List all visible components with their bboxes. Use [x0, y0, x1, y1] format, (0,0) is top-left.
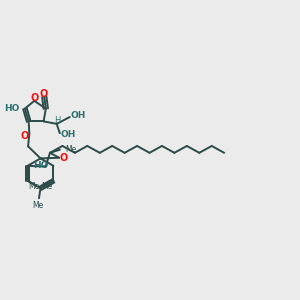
Text: O: O	[20, 131, 28, 141]
Text: OH: OH	[61, 130, 76, 139]
Text: HO: HO	[33, 161, 48, 170]
Text: Me: Me	[65, 145, 76, 154]
Text: Me: Me	[33, 201, 44, 210]
Text: Me: Me	[28, 182, 40, 190]
Text: O: O	[59, 153, 68, 164]
Text: Me: Me	[41, 182, 52, 190]
Text: H: H	[54, 116, 61, 124]
Text: HO: HO	[4, 103, 20, 112]
Text: O: O	[30, 93, 38, 103]
Text: OH: OH	[70, 111, 85, 120]
Text: O: O	[40, 89, 48, 99]
